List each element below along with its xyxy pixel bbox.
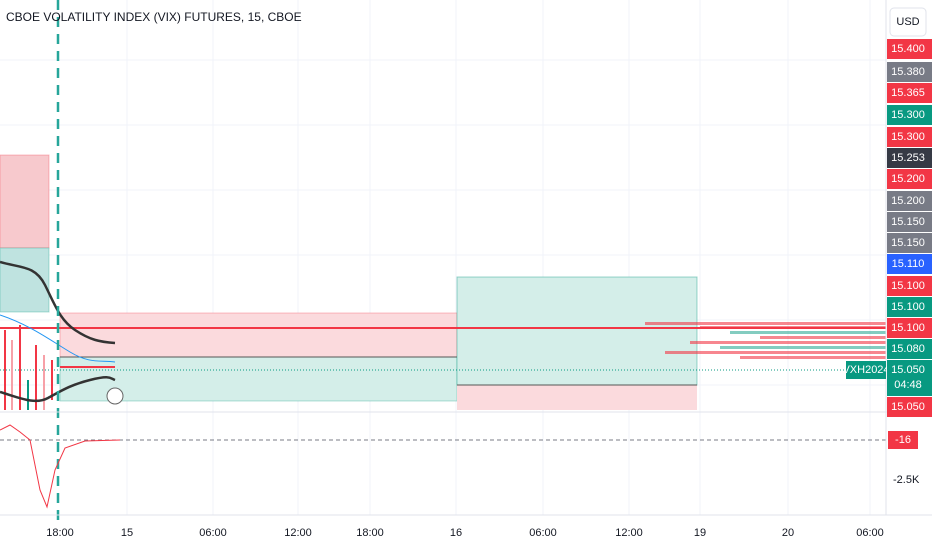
- indicator-current: -16: [895, 434, 911, 446]
- price-tag: [887, 169, 932, 189]
- price-label: 15.100: [891, 301, 925, 313]
- price-label: 15.110: [892, 258, 925, 270]
- price-label: 15.050: [891, 364, 925, 376]
- profit-zone: [456, 276, 698, 386]
- chart-title: CBOE VOLATILITY INDEX (VIX) FUTURES, 15,…: [6, 10, 302, 24]
- price-tag: [887, 276, 932, 296]
- indicator-tag: [888, 431, 918, 449]
- indicator-line: [0, 424, 121, 509]
- price-tag: [887, 397, 932, 417]
- price-tag: [887, 360, 932, 396]
- symbol-tag: [846, 361, 886, 379]
- price-label: 15.200: [891, 173, 925, 185]
- time-label: 16: [450, 527, 462, 539]
- price-label: 15.100: [891, 280, 925, 292]
- price-label: 15.050: [891, 401, 925, 413]
- band-line: [0, 314, 116, 363]
- price-label: 15.080: [891, 343, 925, 355]
- time-label: 15: [121, 527, 133, 539]
- loss-zone: [0, 154, 50, 249]
- price-tag: [887, 339, 932, 359]
- price-tag: [887, 105, 932, 125]
- price-label: 15.200: [891, 195, 925, 207]
- time-label: 06:00: [856, 527, 884, 539]
- price-tag: [887, 233, 932, 253]
- time-label: 12:00: [615, 527, 643, 539]
- price-tag: [887, 148, 932, 168]
- price-tag: [887, 62, 932, 82]
- event-icon: [106, 387, 124, 405]
- price-tag: [887, 318, 932, 338]
- grid: [0, 0, 886, 515]
- indicator-level-label: -2.5K: [893, 474, 920, 486]
- countdown: 04:48: [894, 379, 922, 391]
- price-label: 15.100: [891, 322, 925, 334]
- price-tag: [887, 83, 932, 103]
- profit-zone: [59, 356, 458, 402]
- price-tag: [887, 191, 932, 211]
- price-tag: [887, 212, 932, 232]
- loss-zone: [59, 312, 458, 358]
- price-tag: [887, 39, 932, 59]
- currency: USD: [896, 16, 919, 28]
- price-label: 15.365: [891, 87, 925, 99]
- moving-average: [0, 376, 116, 403]
- price-tag: [887, 127, 932, 147]
- price-label: 15.253: [891, 152, 925, 164]
- currency-button[interactable]: [889, 7, 927, 37]
- loss-zone: [457, 385, 697, 410]
- price-label: 15.150: [891, 216, 925, 228]
- time-label: 18:00: [46, 527, 74, 539]
- time-label: 18:00: [356, 527, 384, 539]
- price-label: 15.400: [891, 43, 925, 55]
- symbol-label: VXH2024: [842, 364, 889, 376]
- price-label: 15.380: [891, 66, 925, 78]
- time-label: 19: [694, 527, 706, 539]
- price-tag: [887, 254, 932, 274]
- candles: [4, 325, 53, 410]
- price-label: 15.300: [891, 109, 925, 121]
- price-label: 15.300: [891, 131, 925, 143]
- time-label: 12:00: [284, 527, 312, 539]
- time-label: 20: [782, 527, 794, 539]
- time-label: 06:00: [529, 527, 557, 539]
- price-label: 15.150: [891, 237, 925, 249]
- time-label: 06:00: [199, 527, 227, 539]
- price-tag: [887, 297, 932, 317]
